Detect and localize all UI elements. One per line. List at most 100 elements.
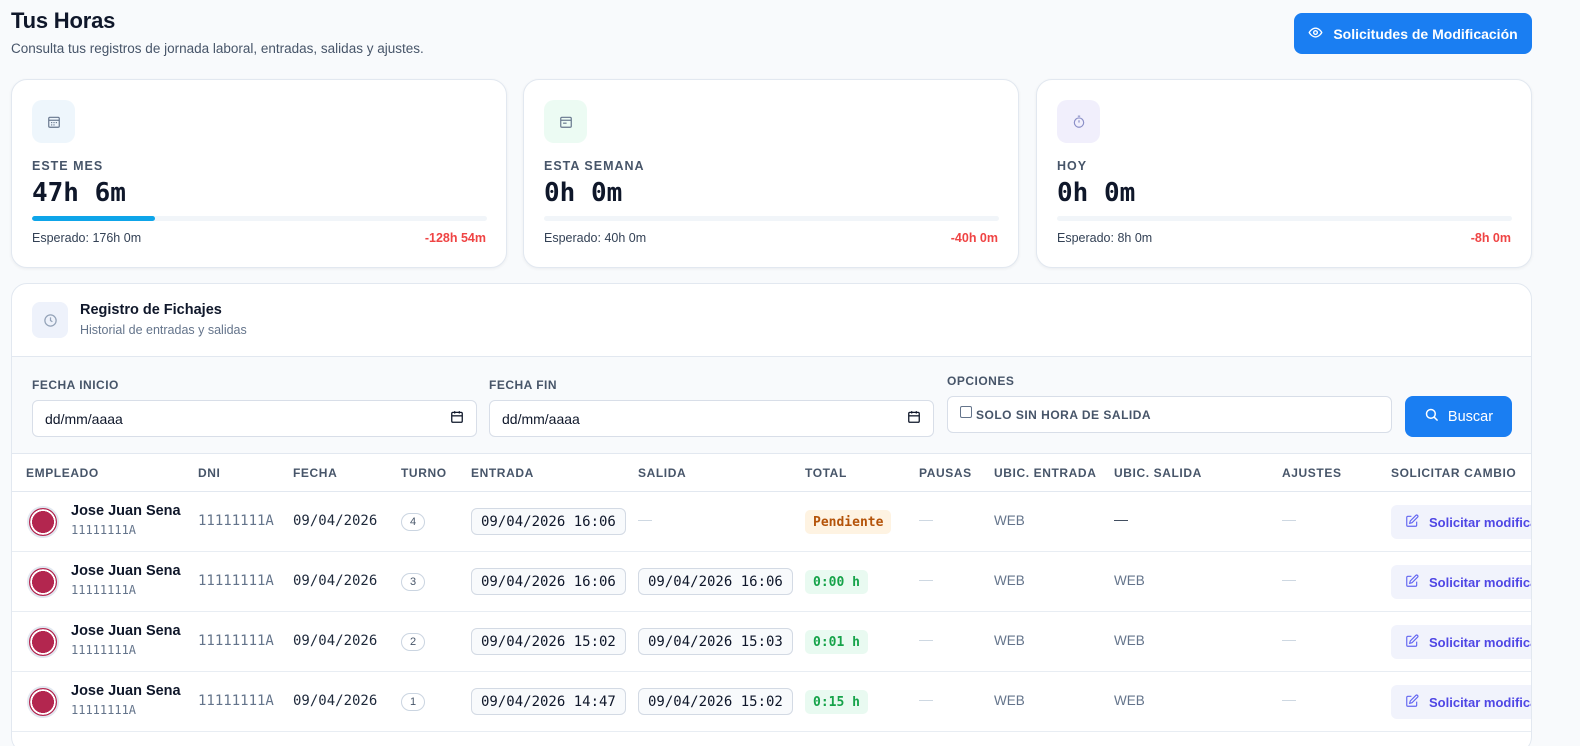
- total-badge: 0:00 h: [805, 570, 868, 594]
- shift-badge: 4: [401, 513, 425, 531]
- eye-icon: [1308, 25, 1323, 43]
- stat-difference: -8h 0m: [1470, 231, 1511, 245]
- employee-name: Jose Juan Sena: [71, 683, 181, 699]
- calendar-picker-icon[interactable]: [450, 410, 464, 427]
- exit-time: 09/04/2026 16:06: [638, 568, 793, 595]
- adjustments-cell: —: [1282, 691, 1296, 707]
- total-badge: 0:15 h: [805, 690, 868, 714]
- request-change-label: Solicitar modificación: [1429, 634, 1531, 650]
- panel-subtitle: Historial de entradas y salidas: [80, 323, 247, 337]
- stat-value: 0h 0m: [544, 178, 623, 208]
- request-change-button[interactable]: Solicitar modificación: [1391, 565, 1531, 599]
- request-change-label: Solicitar modificación: [1429, 514, 1531, 530]
- table-row: Jose Juan Sena 11111111A 11111111A 09/04…: [12, 552, 1531, 612]
- request-change-button[interactable]: Solicitar modificación: [1391, 625, 1531, 659]
- only-no-exit-option[interactable]: SOLO SIN HORA DE SALIDA: [947, 396, 1392, 433]
- stat-expected: Esperado: 8h 0m: [1057, 231, 1153, 245]
- shift-badge: 2: [401, 633, 425, 651]
- employee-id: 11111111A: [71, 703, 137, 717]
- exit-location: WEB: [1114, 573, 1145, 588]
- exit-time: —: [638, 511, 652, 527]
- progress-fill: [32, 216, 155, 221]
- column-header: UBIC. ENTRADA: [994, 466, 1097, 480]
- stat-card-month: ESTE MES 47h 6m Esperado: 176h 0m -128h …: [11, 79, 507, 268]
- column-header: PAUSAS: [919, 466, 972, 480]
- avatar: [27, 566, 59, 598]
- progress-bar: [544, 216, 999, 221]
- request-change-button[interactable]: Solicitar modificación: [1391, 505, 1531, 539]
- date-cell: 09/04/2026: [293, 693, 378, 709]
- column-header: EMPLEADO: [26, 466, 99, 480]
- column-header: SOLICITAR CAMBIO: [1391, 466, 1517, 480]
- clock-icon: [32, 302, 68, 338]
- date-cell: 09/04/2026: [293, 633, 378, 649]
- stat-value: 47h 6m: [32, 178, 126, 208]
- column-header: DNI: [198, 466, 221, 480]
- stat-label: ESTA SEMANA: [544, 159, 645, 173]
- edit-icon: [1405, 574, 1419, 591]
- stat-difference: -40h 0m: [950, 231, 998, 245]
- employee-id: 11111111A: [71, 643, 137, 657]
- breaks-cell: —: [919, 571, 933, 587]
- panel-title: Registro de Fichajes: [80, 302, 222, 318]
- start-date-value: dd/mm/aaaa: [45, 410, 123, 427]
- stat-expected: Esperado: 176h 0m: [32, 231, 142, 245]
- edit-icon: [1405, 514, 1419, 531]
- start-date-label: FECHA INICIO: [32, 378, 119, 392]
- exit-location: WEB: [1114, 633, 1145, 648]
- calendar-picker-icon[interactable]: [907, 410, 921, 427]
- stat-card-today: HOY 0h 0m Esperado: 8h 0m -8h 0m: [1036, 79, 1532, 268]
- exit-time: 09/04/2026 15:02: [638, 688, 793, 715]
- exit-time: 09/04/2026 15:03: [638, 628, 793, 655]
- page-title: Tus Horas: [11, 8, 116, 33]
- exit-location: —: [1114, 511, 1128, 527]
- dni-cell: 11111111A: [198, 573, 274, 589]
- employee-id: 11111111A: [71, 583, 137, 597]
- adjustments-cell: —: [1282, 571, 1296, 587]
- stat-card-week: ESTA SEMANA 0h 0m Esperado: 40h 0m -40h …: [523, 79, 1019, 268]
- column-header: AJUSTES: [1282, 466, 1342, 480]
- entry-time: 09/04/2026 14:47: [471, 688, 626, 715]
- modification-requests-button[interactable]: Solicitudes de Modificación: [1294, 13, 1532, 54]
- end-date-value: dd/mm/aaaa: [502, 410, 580, 427]
- entry-location: WEB: [994, 633, 1025, 648]
- end-date-input[interactable]: dd/mm/aaaa: [489, 400, 934, 437]
- column-header: ENTRADA: [471, 466, 534, 480]
- stat-label: HOY: [1057, 159, 1088, 173]
- column-header: TURNO: [401, 466, 447, 480]
- date-cell: 09/04/2026: [293, 513, 378, 529]
- entry-time: 09/04/2026 15:02: [471, 628, 626, 655]
- dni-cell: 11111111A: [198, 633, 274, 649]
- breaks-cell: —: [919, 631, 933, 647]
- calendar-icon: [32, 100, 75, 143]
- request-change-label: Solicitar modificación: [1429, 694, 1531, 710]
- end-date-label: FECHA FIN: [489, 378, 558, 392]
- options-label: OPCIONES: [947, 374, 1015, 388]
- entry-time: 09/04/2026 16:06: [471, 568, 626, 595]
- edit-icon: [1405, 634, 1419, 651]
- column-header: TOTAL: [805, 466, 847, 480]
- date-cell: 09/04/2026: [293, 573, 378, 589]
- employee-name: Jose Juan Sena: [71, 503, 181, 519]
- adjustments-cell: —: [1282, 511, 1296, 527]
- column-header: UBIC. SALIDA: [1114, 466, 1202, 480]
- adjustments-cell: —: [1282, 631, 1296, 647]
- request-change-button[interactable]: Solicitar modificación: [1391, 685, 1531, 719]
- edit-icon: [1405, 694, 1419, 711]
- page-subtitle: Consulta tus registros de jornada labora…: [11, 41, 424, 56]
- breaks-cell: —: [919, 691, 933, 707]
- employee-name: Jose Juan Sena: [71, 563, 181, 579]
- entry-location: WEB: [994, 693, 1025, 708]
- search-button[interactable]: Buscar: [1405, 396, 1512, 437]
- only-no-exit-checkbox[interactable]: [960, 405, 972, 418]
- shift-badge: 1: [401, 693, 425, 711]
- avatar: [27, 686, 59, 718]
- start-date-input[interactable]: dd/mm/aaaa: [32, 400, 477, 437]
- shift-badge: 3: [401, 573, 425, 591]
- search-icon: [1424, 407, 1439, 426]
- employee-id: 11111111A: [71, 523, 137, 537]
- stat-label: ESTE MES: [32, 159, 104, 173]
- column-header: FECHA: [293, 466, 338, 480]
- panel-header: Registro de Fichajes Historial de entrad…: [12, 284, 1531, 357]
- search-button-label: Buscar: [1447, 408, 1494, 425]
